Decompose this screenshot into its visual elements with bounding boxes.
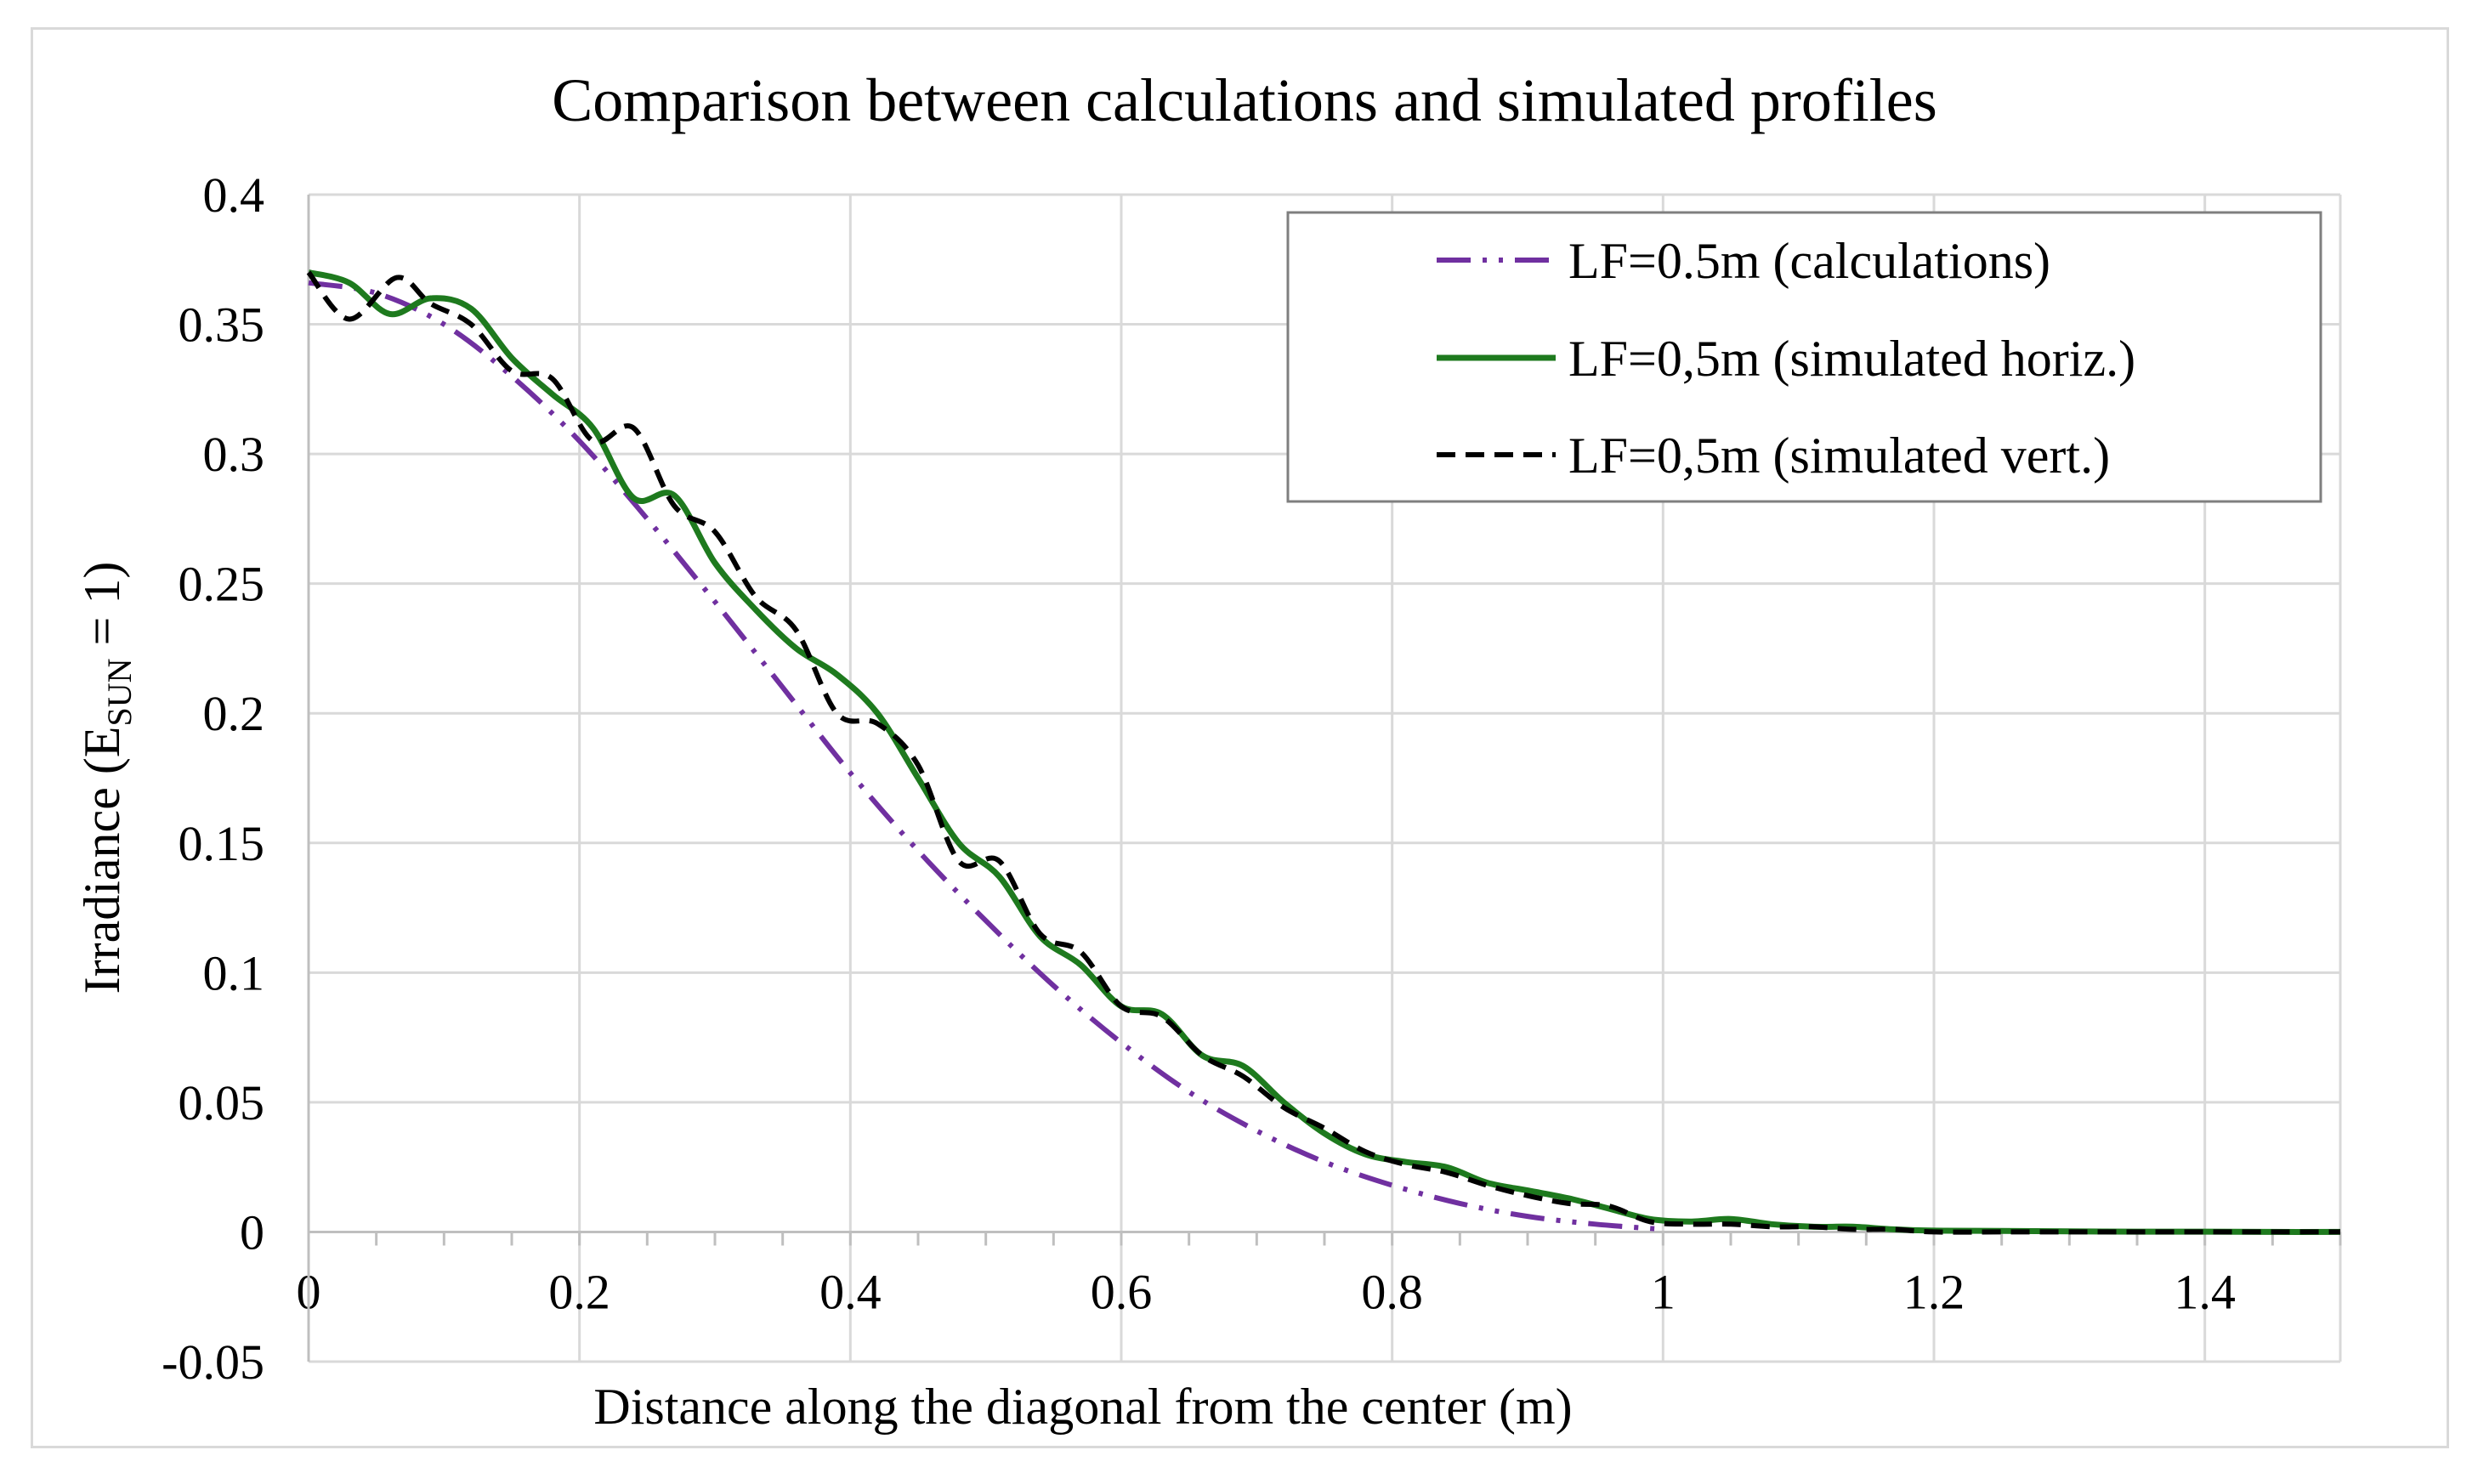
y-tick-label: 0.3 xyxy=(203,427,265,482)
x-tick-label: 0.6 xyxy=(1091,1264,1153,1319)
y-tick-label: 0.15 xyxy=(179,816,265,871)
x-tick-label: 0.2 xyxy=(548,1264,610,1319)
legend: LF=0.5m (calculations) LF=0,5m (simulate… xyxy=(1286,211,2322,503)
series-layer xyxy=(306,269,2341,1235)
y-axis-label: Irradiance (ESUN = 1) xyxy=(74,562,139,994)
series-line-calculations xyxy=(308,280,1664,1232)
y-tick-label: 0.05 xyxy=(179,1075,265,1130)
x-tick-label: 1.2 xyxy=(1903,1264,1965,1319)
legend-label-simulated-horiz: LF=0,5m (simulated horiz.) xyxy=(1568,331,2135,387)
series-line-simulated-vert xyxy=(306,270,2340,1235)
y-axis-label-suffix: = 1) xyxy=(74,562,130,659)
x-tick-label: 1 xyxy=(1651,1264,1676,1319)
x-axis-label: Distance along the diagonal from the cen… xyxy=(593,1379,1572,1435)
grid-layer xyxy=(307,193,2342,1363)
y-tick-label: 0.4 xyxy=(203,167,265,223)
x-tick-label: 1.4 xyxy=(2174,1264,2236,1319)
legend-label-simulated-vert: LF=0,5m (simulated vert.) xyxy=(1568,428,2110,484)
y-tick-label: 0 xyxy=(240,1204,264,1260)
y-tick-label: 0.35 xyxy=(179,297,265,353)
y-axis-label-subscript: SUN xyxy=(100,659,139,727)
chart-title: Comparison between calculations and simu… xyxy=(552,66,1937,134)
y-tick-label: 0.1 xyxy=(203,945,265,1000)
y-tick-label: 0.25 xyxy=(179,557,265,612)
x-tick-label: 0.4 xyxy=(819,1264,882,1319)
y-tick-label: -0.05 xyxy=(162,1334,264,1390)
y-axis-label-prefix: Irradiance (E xyxy=(74,727,130,994)
y-tick-label: 0.2 xyxy=(203,686,265,741)
legend-label-calculations: LF=0.5m (calculations) xyxy=(1568,233,2050,289)
x-tick-label: 0.8 xyxy=(1361,1264,1423,1319)
